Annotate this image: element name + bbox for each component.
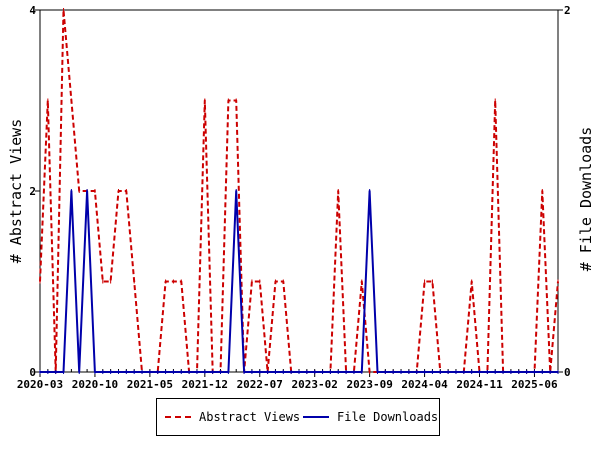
y-right-tick-label: 2 [564,4,571,17]
x-tick-label: 2025-06 [511,378,558,391]
legend-swatch-file-downloads [303,416,329,418]
y-right-tick-label: 0 [564,366,571,379]
y-left-tick-label: 0 [29,366,36,379]
x-tick-label: 2023-02 [292,378,338,391]
y-left-tick-label: 2 [29,185,36,198]
legend-item-file-downloads: File Downloads [303,399,438,435]
series-line-file-downloads [40,190,558,373]
x-tick-label: 2022-07 [237,378,283,391]
x-tick-label: 2024-04 [401,378,448,391]
legend-label-abstract-views: Abstract Views [199,410,301,424]
series-line-abstract-views [39,9,559,373]
y-axis-left-title: # Abstract Views [7,119,25,264]
legend-swatch-abstract-views [165,416,191,418]
legend: Abstract Views File Downloads [156,398,440,436]
x-tick-label: 2021-05 [127,378,173,391]
legend-label-file-downloads: File Downloads [337,410,439,424]
y-left-tick-label: 4 [29,4,36,17]
x-tick-label: 2024-11 [456,378,503,391]
y-axis-right-title: # File Downloads [577,127,595,272]
legend-item-abstract-views: Abstract Views [165,399,300,435]
x-tick-label: 2020-03 [17,378,63,391]
plot-area: 2020-03 2020-10 2021-05 2021-12 2022-07 2023-… [17,4,571,391]
x-tick-label: 2020-10 [72,378,118,391]
x-tick-label: 2023-09 [346,378,392,391]
x-tick-label: 2021-12 [182,378,228,391]
